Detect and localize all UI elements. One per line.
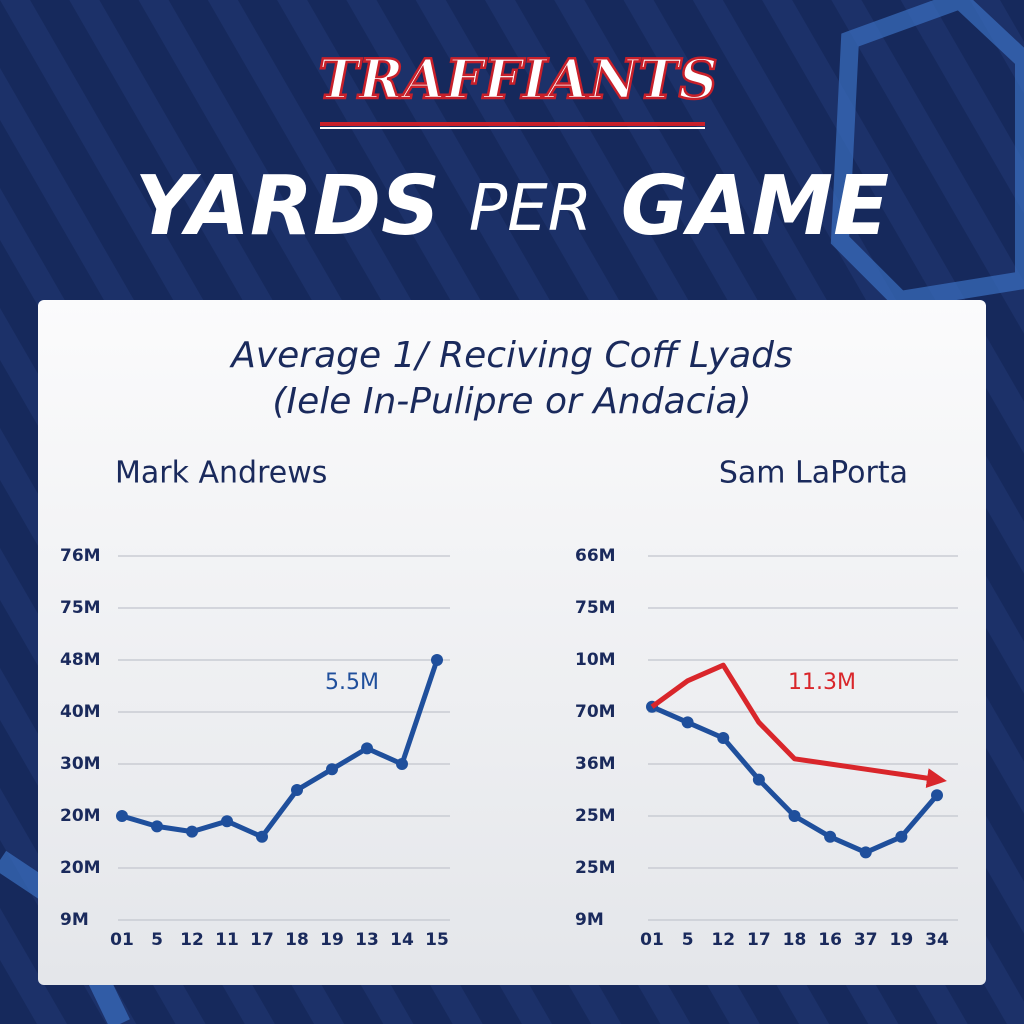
annotation: 11.3M [788,670,856,695]
card [38,300,986,985]
x-tick-label: 5 [682,930,694,950]
data-point [824,830,837,843]
data-point [895,830,908,843]
y-tick-label: 9M [575,910,604,930]
title: YARDS PER GAME [135,159,889,254]
subtitle: (Iele In-Pulipre or Andacia) [272,381,751,422]
y-tick-label: 25M [575,806,616,826]
data-point [151,820,163,833]
data-point [291,784,303,796]
logo-rule [320,127,705,129]
data-point [752,773,765,786]
data-point [361,742,373,755]
y-tick-label: 66M [575,546,616,566]
x-tick-label: 14 [390,930,414,950]
x-tick-label: 34 [925,930,949,950]
title-part: PER [469,172,593,246]
y-tick-label: 76M [60,546,101,566]
y-tick-label: 75M [575,598,616,618]
title-part: GAME [621,159,889,254]
chart-title: Sam LaPorta [719,456,908,491]
x-tick-label: 01 [640,930,664,950]
y-tick-label: 48M [60,650,101,670]
data-point [186,825,198,838]
series-line [121,659,440,840]
y-tick-label: 9M [60,910,89,930]
data-point [717,732,730,744]
y-tick-label: 36M [575,754,616,774]
data-point [431,654,443,666]
data-point [396,758,408,770]
title-part: YARDS [135,159,440,254]
data-point [859,846,872,859]
y-tick-label: 25M [575,858,616,878]
x-tick-label: 37 [854,930,878,950]
data-point [788,810,801,822]
y-tick-label: 10M [575,650,616,670]
y-tick-label: 20M [60,858,101,878]
subtitle: Average 1/ Reciving Coff Lyads [229,335,793,376]
x-tick-label: 12 [711,930,735,950]
chart-title: Mark Andrews [115,456,327,491]
y-tick-label: 40M [60,702,101,722]
x-tick-label: 17 [250,930,274,950]
data-point [931,789,943,802]
x-tick-label: 13 [355,930,379,950]
decoration [830,0,1024,310]
x-tick-label: 17 [747,930,771,950]
x-tick-label: 11 [215,930,239,950]
data-point [116,810,128,822]
x-tick-label: 01 [110,930,134,950]
y-tick-label: 30M [60,754,101,774]
x-tick-label: 19 [890,930,914,950]
y-tick-label: 20M [60,806,101,826]
data-point [326,763,338,776]
x-tick-label: 19 [320,930,344,950]
data-point [681,716,694,729]
x-tick-label: 16 [818,930,842,950]
annotation: 5.5M [325,670,379,695]
y-tick-label: 70M [575,702,616,722]
x-tick-label: 5 [151,930,163,950]
data-point [256,830,268,843]
data-point [221,815,233,828]
series-line [650,662,947,789]
x-tick-label: 15 [425,930,449,950]
x-tick-label: 18 [285,930,309,950]
logo: TRAFFIANTS [318,47,717,111]
x-tick-label: 18 [783,930,807,950]
x-tick-label: 12 [180,930,204,950]
y-tick-label: 75M [60,598,101,618]
logo-rule [320,122,705,126]
